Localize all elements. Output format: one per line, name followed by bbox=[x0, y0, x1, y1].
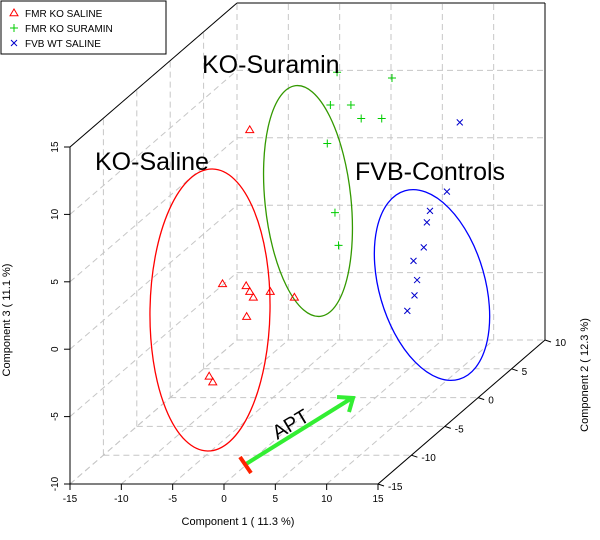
data-point bbox=[410, 257, 417, 265]
ellipse-fvb-controls bbox=[373, 189, 491, 381]
grid-line bbox=[69, 204, 238, 350]
cluster-label-ko-saline: KO-Saline bbox=[95, 148, 209, 176]
ellipse-ko-suramin bbox=[262, 84, 354, 318]
data-points bbox=[204, 68, 464, 386]
y-axis-title: Component 2 ( 12.3 %) bbox=[579, 318, 591, 432]
y-tick-mark bbox=[377, 483, 385, 487]
data-point bbox=[207, 377, 218, 386]
data-point bbox=[244, 124, 255, 134]
data-point bbox=[456, 119, 464, 126]
data-point bbox=[426, 207, 434, 215]
data-point bbox=[423, 219, 431, 226]
x-axis-title: Component 1 ( 11.3 %) bbox=[182, 516, 295, 528]
z-tick-label: -10 bbox=[50, 476, 61, 491]
y-tick-label: 0 bbox=[488, 396, 494, 407]
legend-symbol bbox=[9, 8, 19, 17]
grid-line bbox=[172, 339, 340, 485]
apt-arrow-shaft bbox=[244, 396, 354, 466]
x-tick-label: -5 bbox=[168, 494, 177, 505]
data-point bbox=[244, 286, 255, 295]
grid-line bbox=[223, 339, 392, 485]
y-tick-mark bbox=[511, 368, 518, 372]
y-tick-label: 10 bbox=[555, 338, 567, 349]
z-axis-title: Component 3 ( 11.1 %) bbox=[1, 264, 13, 377]
data-point bbox=[289, 292, 300, 301]
x-tick-label: -15 bbox=[63, 494, 78, 505]
data-point bbox=[326, 100, 335, 109]
cluster-label-fvb-controls: FVB-Controls bbox=[355, 158, 505, 186]
y-tick-label: -15 bbox=[388, 482, 403, 493]
data-point bbox=[413, 276, 421, 284]
y-tick-mark bbox=[411, 454, 418, 458]
z-tick-label: -5 bbox=[50, 412, 61, 421]
data-point bbox=[403, 307, 411, 315]
apt-arrow-tail-bar bbox=[238, 455, 253, 475]
apt-arrow-head bbox=[336, 395, 356, 413]
z-tick-label: 15 bbox=[50, 141, 61, 153]
legend-symbol bbox=[10, 39, 18, 47]
x-tick-label: 0 bbox=[221, 494, 227, 505]
y-tick-label: -10 bbox=[421, 453, 436, 464]
grid-line bbox=[69, 272, 238, 417]
data-point bbox=[420, 244, 428, 251]
grid-line bbox=[326, 339, 494, 485]
data-point bbox=[411, 292, 418, 299]
x-tick-label: -10 bbox=[114, 494, 129, 505]
y-tick-mark bbox=[544, 339, 552, 343]
grid-line bbox=[69, 339, 238, 485]
data-point bbox=[265, 286, 276, 295]
y-tick-label: 5 bbox=[522, 367, 528, 378]
y-tick-mark bbox=[478, 397, 485, 401]
grid-line bbox=[69, 137, 238, 283]
data-point bbox=[323, 139, 332, 148]
data-point bbox=[330, 208, 339, 217]
z-tick-label: 0 bbox=[50, 346, 61, 352]
z-tick-label: 5 bbox=[50, 279, 61, 285]
grid-line bbox=[275, 339, 443, 485]
apt-arrow: APT bbox=[238, 395, 356, 475]
data-point bbox=[357, 114, 366, 123]
data-point bbox=[241, 280, 252, 290]
box-edge bbox=[69, 2, 238, 148]
data-point bbox=[204, 371, 215, 380]
box-edge bbox=[377, 339, 546, 485]
legend-box bbox=[0, 0, 167, 55]
cluster-label-ko-suramin: KO-Suramin bbox=[202, 51, 340, 79]
legend-symbol bbox=[10, 24, 18, 32]
y-tick-mark bbox=[444, 425, 451, 429]
legend: FMR KO SALINE FMR KO SURAMIN FVB WT SALI… bbox=[0, 0, 167, 55]
data-point bbox=[333, 68, 342, 77]
data-point bbox=[387, 74, 396, 82]
grid-line bbox=[69, 70, 238, 215]
x-tick-label: 5 bbox=[273, 494, 279, 505]
x-tick-label: 10 bbox=[321, 494, 333, 505]
x-tick-label: 15 bbox=[372, 494, 384, 505]
data-point bbox=[443, 188, 451, 195]
data-point bbox=[334, 241, 343, 250]
legend-symbols bbox=[9, 8, 19, 47]
legend-label-fmr-ko-suramin: FMR KO SURAMIN bbox=[25, 24, 113, 35]
cluster-ellipses bbox=[149, 84, 491, 452]
y-tick-label: -5 bbox=[455, 424, 464, 435]
data-point bbox=[346, 100, 355, 109]
legend-label-fmr-ko-saline: FMR KO SALINE bbox=[25, 9, 103, 20]
legend-label-fvb-wt-saline: FVB WT SALINE bbox=[25, 39, 101, 50]
data-point bbox=[241, 311, 252, 320]
ellipse-ko-saline bbox=[149, 168, 271, 452]
data-point bbox=[377, 114, 386, 123]
grid-line bbox=[121, 339, 289, 485]
data-point bbox=[217, 278, 228, 288]
apt-label: APT bbox=[269, 405, 314, 444]
z-tick-label: 10 bbox=[50, 208, 61, 220]
data-point bbox=[248, 292, 259, 301]
